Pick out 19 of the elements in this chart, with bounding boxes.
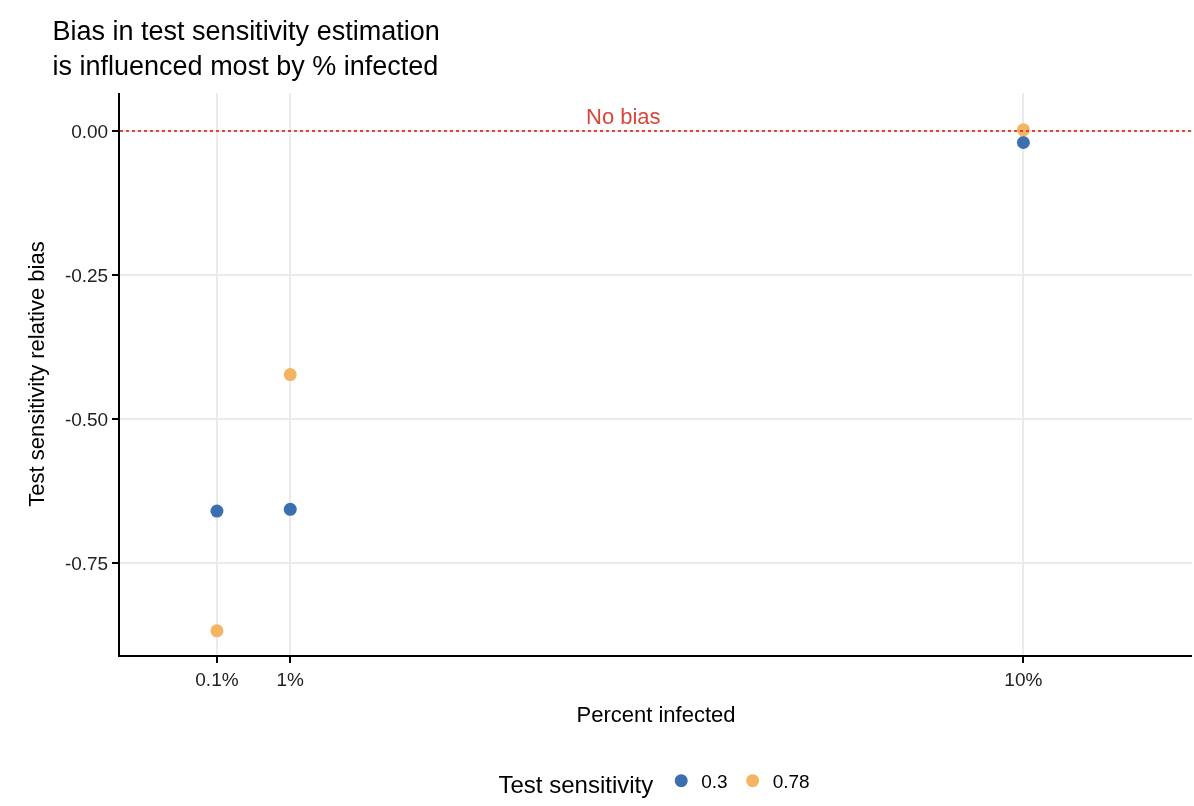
legend-label: 0.78 xyxy=(772,771,810,793)
point xyxy=(283,502,297,516)
y-tick-label: -0.25 xyxy=(64,264,109,286)
x-axis-title: Percent infected xyxy=(576,702,736,728)
point xyxy=(210,504,224,518)
y-tick-label: 0.00 xyxy=(71,120,109,142)
legend-label: 0.3 xyxy=(701,771,728,793)
point xyxy=(1016,136,1030,150)
y-axis-title: Test sensitivity relative bias xyxy=(24,241,50,507)
x-tick-label: 10% xyxy=(1004,668,1043,690)
x-tick-label: 1% xyxy=(276,668,305,690)
point xyxy=(283,368,297,382)
ref-line-label: No bias xyxy=(586,104,661,129)
y-tick-label: -0.75 xyxy=(64,552,109,574)
point xyxy=(210,624,224,638)
legend-title: Test sensitivity xyxy=(498,770,654,798)
x-tick-label: 0.1% xyxy=(195,668,239,690)
y-tick-label: -0.50 xyxy=(64,408,109,430)
chart-title: Bias in test sensitivity estimation is influenced most by % infected xyxy=(52,16,440,82)
